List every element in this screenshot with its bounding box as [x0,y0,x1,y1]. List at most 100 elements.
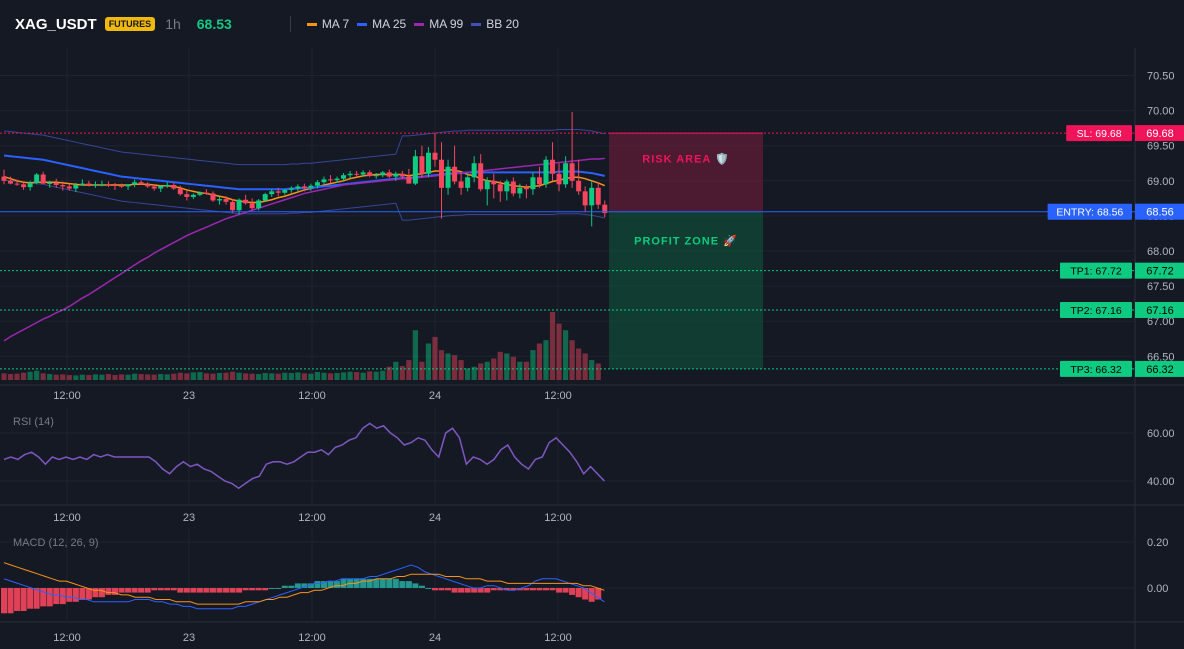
candle-body[interactable] [419,156,425,174]
candle-body[interactable] [132,182,138,185]
candle-body[interactable] [47,182,53,184]
candle-body[interactable] [425,152,431,174]
candle-body[interactable] [399,173,405,177]
candle-body[interactable] [452,166,458,182]
candle-body[interactable] [373,175,379,177]
candle-body[interactable] [308,185,314,188]
candle-body[interactable] [465,177,471,188]
candle-body[interactable] [471,163,477,178]
legend-bb20[interactable]: BB 20 [471,17,519,31]
candle-body[interactable] [282,189,288,193]
candle-body[interactable] [543,159,549,185]
candle-body[interactable] [99,184,105,186]
candle-body[interactable] [301,186,307,188]
candle-body[interactable] [367,172,373,176]
candle-body[interactable] [177,188,183,195]
candle-body[interactable] [262,194,268,201]
candle-body[interactable] [275,191,281,193]
candle-body[interactable] [53,182,59,186]
candle-body[interactable] [216,199,222,201]
candle-body[interactable] [484,180,490,190]
candle-body[interactable] [347,173,353,176]
candle-body[interactable] [517,187,523,194]
candle-body[interactable] [582,191,588,206]
candle-body[interactable] [79,183,85,186]
candle-body[interactable] [491,180,497,185]
candle-body[interactable] [105,184,111,186]
candle-body[interactable] [230,201,236,211]
candle-body[interactable] [556,173,562,185]
candle-body[interactable] [27,182,33,188]
candle-body[interactable] [243,199,249,204]
candle-body[interactable] [34,174,40,183]
candle-body[interactable] [386,172,392,177]
candle-body[interactable] [119,185,125,187]
timeframe-selector[interactable]: 1h [165,16,181,32]
candle-body[interactable] [360,172,366,175]
candle-body[interactable] [478,163,484,190]
candle-body[interactable] [256,200,262,209]
candle-body[interactable] [576,180,582,192]
candle-body[interactable] [8,180,14,184]
candle-body[interactable] [158,185,164,189]
candle-body[interactable] [380,172,386,176]
candle-body[interactable] [223,199,229,202]
candle-body[interactable] [406,176,412,184]
candle-body[interactable] [602,204,608,214]
candle-body[interactable] [354,173,360,175]
candle-body[interactable] [288,188,294,190]
candle-body[interactable] [184,194,190,197]
candle-body[interactable] [497,184,503,192]
candle-body[interactable] [73,185,79,189]
candle-body[interactable] [321,179,327,183]
candle-body[interactable] [504,181,510,192]
candle-body[interactable] [334,178,340,181]
candle-body[interactable] [295,186,301,189]
candle-body[interactable] [171,185,177,189]
candle-body[interactable] [314,182,320,186]
candle-body[interactable] [328,179,333,181]
candle-body[interactable] [151,186,157,189]
candle-body[interactable] [249,203,255,209]
candle-body[interactable] [563,163,569,185]
candle-body[interactable] [341,175,347,179]
candle-body[interactable] [269,191,275,195]
candle-body[interactable] [164,185,170,187]
candle-body[interactable] [14,183,20,185]
candle-body[interactable] [439,159,445,188]
candle-body[interactable] [445,166,451,188]
candle-body[interactable] [203,192,209,194]
legend-ma99[interactable]: MA 99 [414,17,463,31]
candle-body[interactable] [92,184,98,186]
candle-body[interactable] [40,174,46,184]
legend-ma25[interactable]: MA 25 [357,17,406,31]
candle-body[interactable] [86,183,92,186]
candle-body[interactable] [190,194,196,197]
candle-body[interactable] [550,159,556,174]
candle-body[interactable] [236,199,242,211]
candle-body[interactable] [589,187,595,206]
candle-body[interactable] [393,173,399,177]
candle-body[interactable] [197,192,203,195]
candle-body[interactable] [569,163,575,181]
symbol-name[interactable]: XAG_USDT [15,15,97,33]
candle-body[interactable] [112,185,118,187]
candle-body[interactable] [210,193,216,201]
candle-body[interactable] [412,156,418,184]
candle-body[interactable] [536,177,542,185]
candle-body[interactable] [125,184,131,187]
candle-body[interactable] [510,181,516,194]
candle-body[interactable] [432,152,438,160]
candle-body[interactable] [595,187,601,205]
candle-body[interactable] [66,186,72,189]
legend-ma7[interactable]: MA 7 [306,17,349,31]
candle-body[interactable] [60,185,66,187]
candle-body[interactable] [530,177,536,190]
candle-body[interactable] [458,181,464,188]
candle-body[interactable] [1,176,7,181]
candle-body[interactable] [523,187,529,190]
candle-body[interactable] [21,184,27,188]
candle-body[interactable] [138,182,144,185]
candle-body[interactable] [145,184,151,187]
